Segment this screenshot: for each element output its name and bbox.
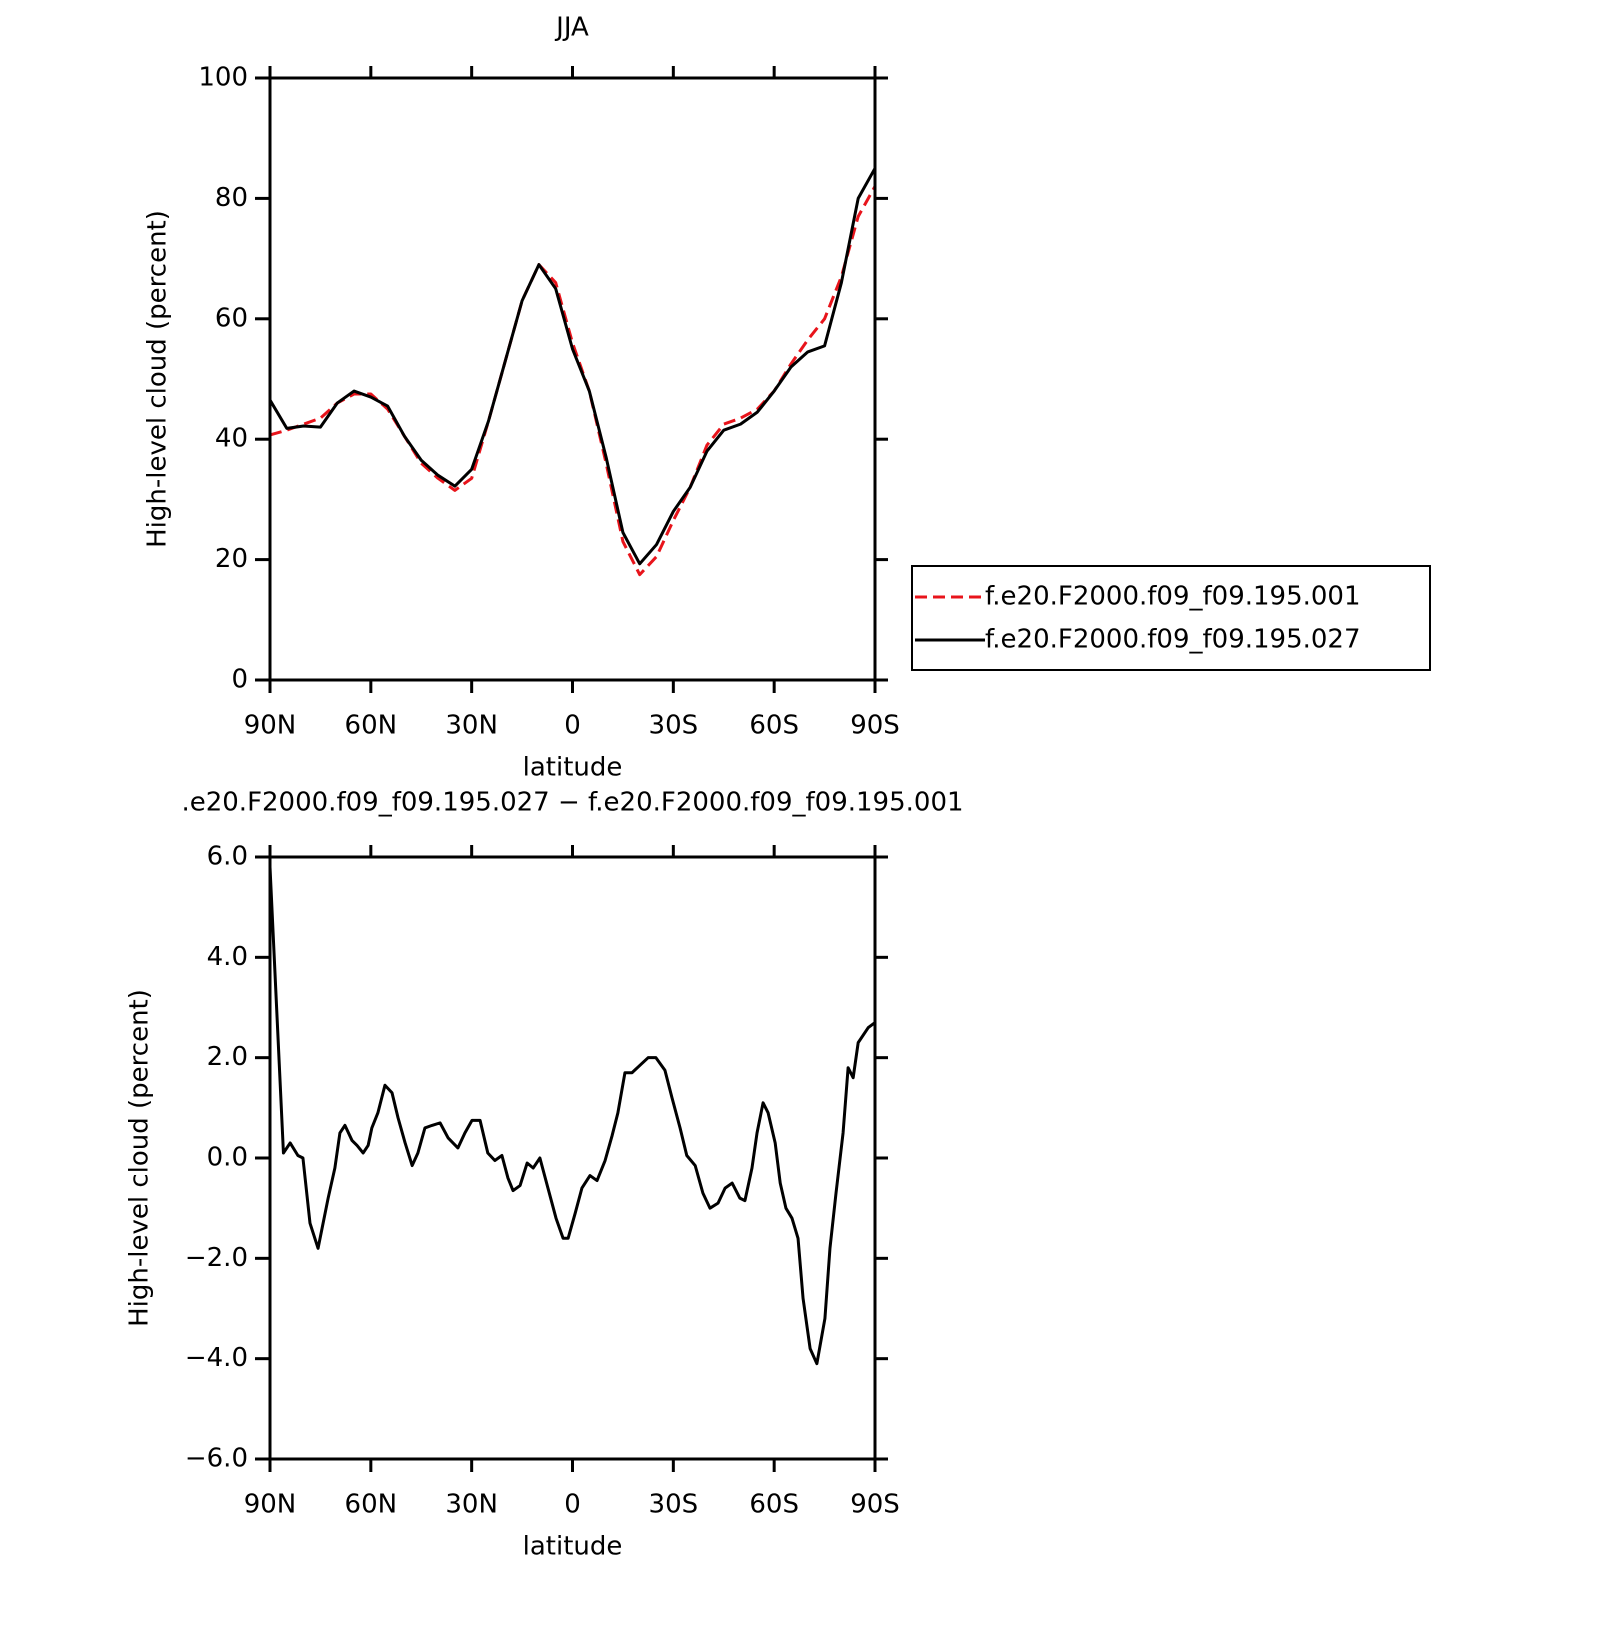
y-tick-label: −2.0 [185,1243,248,1273]
x-tick-label: 60N [345,711,398,741]
legend-label: f.e20.F2000.f09_f09.195.027 [985,625,1361,655]
x-tick-label: 30N [445,711,498,741]
x-tick-label: 60S [749,1490,799,1520]
y-tick-label: 60 [215,303,248,333]
plot-frame [268,76,877,682]
x-tick-label: 90N [244,1490,297,1520]
x-tick-label: 30S [649,711,699,741]
x-tick-label: 0 [564,711,581,741]
data-line [269,185,877,577]
plot-frame [268,855,877,1461]
x-tick-label: 30N [445,1490,498,1520]
y-tick-label: 80 [215,183,248,213]
x-tick-label: 0 [564,1490,581,1520]
x-axis-label: latitude [523,1532,623,1562]
x-axis-label: latitude [523,753,623,783]
x-tick-label: 60S [749,711,799,741]
x-tick-label: 90S [850,711,900,741]
y-tick-label: 20 [215,544,248,574]
x-tick-label: 30S [649,1490,699,1520]
legend-label: f.e20.F2000.f09_f09.195.001 [985,582,1361,612]
data-line [268,167,877,566]
legend-box [911,565,1431,671]
y-tick-label: 2.0 [207,1042,248,1072]
y-tick-label: 40 [215,424,248,454]
y-axis-label: High-level cloud (percent) [125,989,155,1327]
chart-title: .e20.F2000.f09_f09.195.027 − f.e20.F2000… [181,788,963,818]
x-tick-label: 60N [345,1490,398,1520]
y-tick-label: −4.0 [185,1343,248,1373]
y-tick-label: 0 [231,665,248,695]
y-axis-label: High-level cloud (percent) [143,210,173,548]
y-tick-label: 0.0 [207,1143,248,1173]
data-line [268,866,876,1366]
y-tick-label: 6.0 [207,842,248,872]
chart-title: JJA [554,13,589,43]
y-tick-label: 100 [198,63,248,93]
y-tick-label: −6.0 [185,1444,248,1474]
x-tick-label: 90N [244,711,297,741]
x-tick-label: 90S [850,1490,900,1520]
y-tick-label: 4.0 [207,942,248,972]
